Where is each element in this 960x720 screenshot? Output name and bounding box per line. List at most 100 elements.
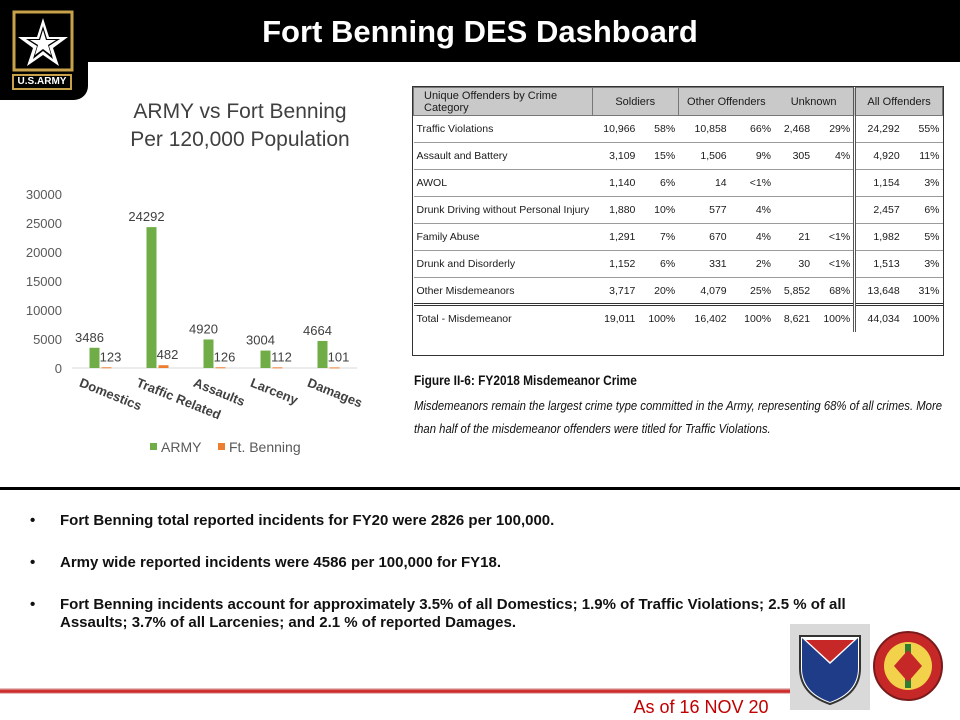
army-logo: U.S.ARMY bbox=[0, 0, 88, 100]
y-tick-label: 30000 bbox=[26, 187, 62, 202]
table-cell: 6% bbox=[638, 169, 679, 197]
table-cell: 10% bbox=[638, 196, 679, 224]
table-row: Family Abuse 1,291 7% 670 4% 21 <1% 1,982 5% bbox=[413, 223, 943, 251]
table-cell: 305 bbox=[774, 142, 814, 170]
table-cell: 577 bbox=[678, 196, 730, 224]
table-cell: <1% bbox=[729, 169, 775, 197]
chart-title-line-2: Per 120,000 Population bbox=[130, 128, 350, 151]
table-cell-category: Total - Misdemeanor bbox=[413, 303, 593, 332]
legend-army-swatch bbox=[150, 443, 157, 450]
table-cell: <1% bbox=[813, 250, 855, 278]
table-cell: 1,154 bbox=[853, 169, 903, 197]
table-cell bbox=[813, 169, 855, 197]
table-cell: 68% bbox=[813, 277, 855, 305]
table-cell: 100% bbox=[638, 303, 679, 332]
table-cell: 8,621 bbox=[774, 303, 814, 332]
table-cell: 3% bbox=[902, 169, 943, 197]
table-cell bbox=[813, 196, 855, 224]
post-seal-icon bbox=[873, 631, 943, 701]
y-tick-label: 0 bbox=[55, 361, 62, 376]
bullet-list: • Fort Benning total reported incidents … bbox=[30, 512, 850, 656]
table-cell: 2% bbox=[729, 250, 775, 278]
table-cell bbox=[774, 196, 814, 224]
legend-army-label: ARMY bbox=[161, 439, 202, 455]
chart-title: ARMY vs Fort Benning Per 120,000 Populat… bbox=[90, 98, 390, 154]
table-cell: 16,402 bbox=[678, 303, 730, 332]
command-shield-icon bbox=[790, 624, 870, 710]
table-cell-category: Family Abuse bbox=[413, 223, 593, 251]
table-cell: 24,292 bbox=[853, 115, 903, 143]
table-cell: 4% bbox=[813, 142, 855, 170]
table-cell: <1% bbox=[813, 223, 855, 251]
table-cell: 55% bbox=[902, 115, 943, 143]
army-data-label: 4664 bbox=[303, 323, 332, 338]
bullet-text: Fort Benning incidents account for appro… bbox=[60, 596, 846, 631]
table-cell: 331 bbox=[678, 250, 730, 278]
army-bar bbox=[203, 339, 214, 368]
benning-data-label: 126 bbox=[214, 349, 236, 364]
benning-data-label: 123 bbox=[100, 349, 122, 364]
bullet-dot: • bbox=[30, 512, 36, 529]
bullet-text: Army wide reported incidents were 4586 p… bbox=[60, 554, 502, 571]
x-category-label: Larceny bbox=[248, 375, 301, 408]
table-row: Assault and Battery 3,109 15% 1,506 9% 305 4% 4… bbox=[413, 142, 943, 170]
footer-line bbox=[0, 688, 840, 694]
benning-bar bbox=[329, 367, 340, 369]
army-bar bbox=[260, 350, 271, 368]
table-total-row: Total - Misdemeanor 19,011 100% 16,402 100% 8… bbox=[413, 303, 943, 332]
table-cell: 1,506 bbox=[678, 142, 730, 170]
benning-data-label: 101 bbox=[328, 349, 350, 364]
title-bar bbox=[0, 0, 960, 62]
table-cell: 100% bbox=[813, 303, 855, 332]
x-category-label: Domestics bbox=[77, 375, 144, 414]
table-cell: 100% bbox=[902, 303, 943, 332]
table-cell: 13,648 bbox=[853, 277, 903, 305]
page-title: Fort Benning DES Dashboard bbox=[262, 14, 698, 49]
chart-title-line-1: ARMY vs Fort Benning bbox=[133, 100, 347, 123]
x-category-label: Damages bbox=[305, 375, 364, 411]
army-star-icon bbox=[12, 10, 74, 72]
table-cell: 3,717 bbox=[592, 277, 639, 305]
y-tick-label: 5000 bbox=[33, 332, 62, 347]
table-cell: 9% bbox=[729, 142, 775, 170]
y-tick-label: 15000 bbox=[26, 274, 62, 289]
table-header-other: Other Offenders bbox=[677, 87, 775, 116]
table-cell: 19,011 bbox=[592, 303, 639, 332]
bar-chart: 0 5000 10000 15000 20000 25000 30000 3486 123 Dom… bbox=[26, 187, 365, 455]
y-tick-label: 25000 bbox=[26, 216, 62, 231]
figure-description: Misdemeanors remain the largest crime ty… bbox=[414, 398, 943, 436]
table-cell: 3,109 bbox=[592, 142, 639, 170]
y-tick-label: 20000 bbox=[26, 245, 62, 260]
table-cell: 4,079 bbox=[678, 277, 730, 305]
table-cell: 29% bbox=[813, 115, 855, 143]
table-cell: 15% bbox=[638, 142, 679, 170]
table-cell: 100% bbox=[729, 303, 775, 332]
table-cell-category: Drunk and Disorderly bbox=[413, 250, 593, 278]
bullet-text: Fort Benning total reported incidents fo… bbox=[60, 512, 555, 529]
table-cell: 5% bbox=[902, 223, 943, 251]
table-cell: 44,034 bbox=[853, 303, 903, 332]
table-cell: 10,966 bbox=[592, 115, 639, 143]
table-cell: 1,152 bbox=[592, 250, 639, 278]
army-data-label: 3486 bbox=[75, 330, 104, 345]
table-cell-category: AWOL bbox=[413, 169, 593, 197]
table-header-category: Unique Offenders by Crime Category bbox=[413, 87, 593, 116]
table-cell: 1,140 bbox=[592, 169, 639, 197]
table-cell bbox=[774, 169, 814, 197]
table-cell: 6% bbox=[638, 250, 679, 278]
table-cell: 3% bbox=[902, 250, 943, 278]
y-tick-label: 10000 bbox=[26, 303, 62, 318]
table-cell: 20% bbox=[638, 277, 679, 305]
benning-bar bbox=[272, 367, 283, 369]
table-cell-category: Traffic Violations bbox=[413, 115, 593, 143]
offenders-table-image: Unique Offenders by Crime Category Soldi… bbox=[412, 86, 944, 356]
table-cell-category: Drunk Driving without Personal Injury bbox=[413, 196, 593, 224]
bullet-item: • Army wide reported incidents were 4586… bbox=[30, 554, 850, 572]
table-cell: 7% bbox=[638, 223, 679, 251]
table-cell: 1,513 bbox=[853, 250, 903, 278]
table-row: AWOL 1,140 6% 14 <1% 1,154 3% bbox=[413, 169, 943, 197]
benning-bar bbox=[158, 365, 169, 368]
table-cell: 1,291 bbox=[592, 223, 639, 251]
legend-benning-label: Ft. Benning bbox=[229, 439, 301, 455]
divider bbox=[0, 487, 960, 490]
